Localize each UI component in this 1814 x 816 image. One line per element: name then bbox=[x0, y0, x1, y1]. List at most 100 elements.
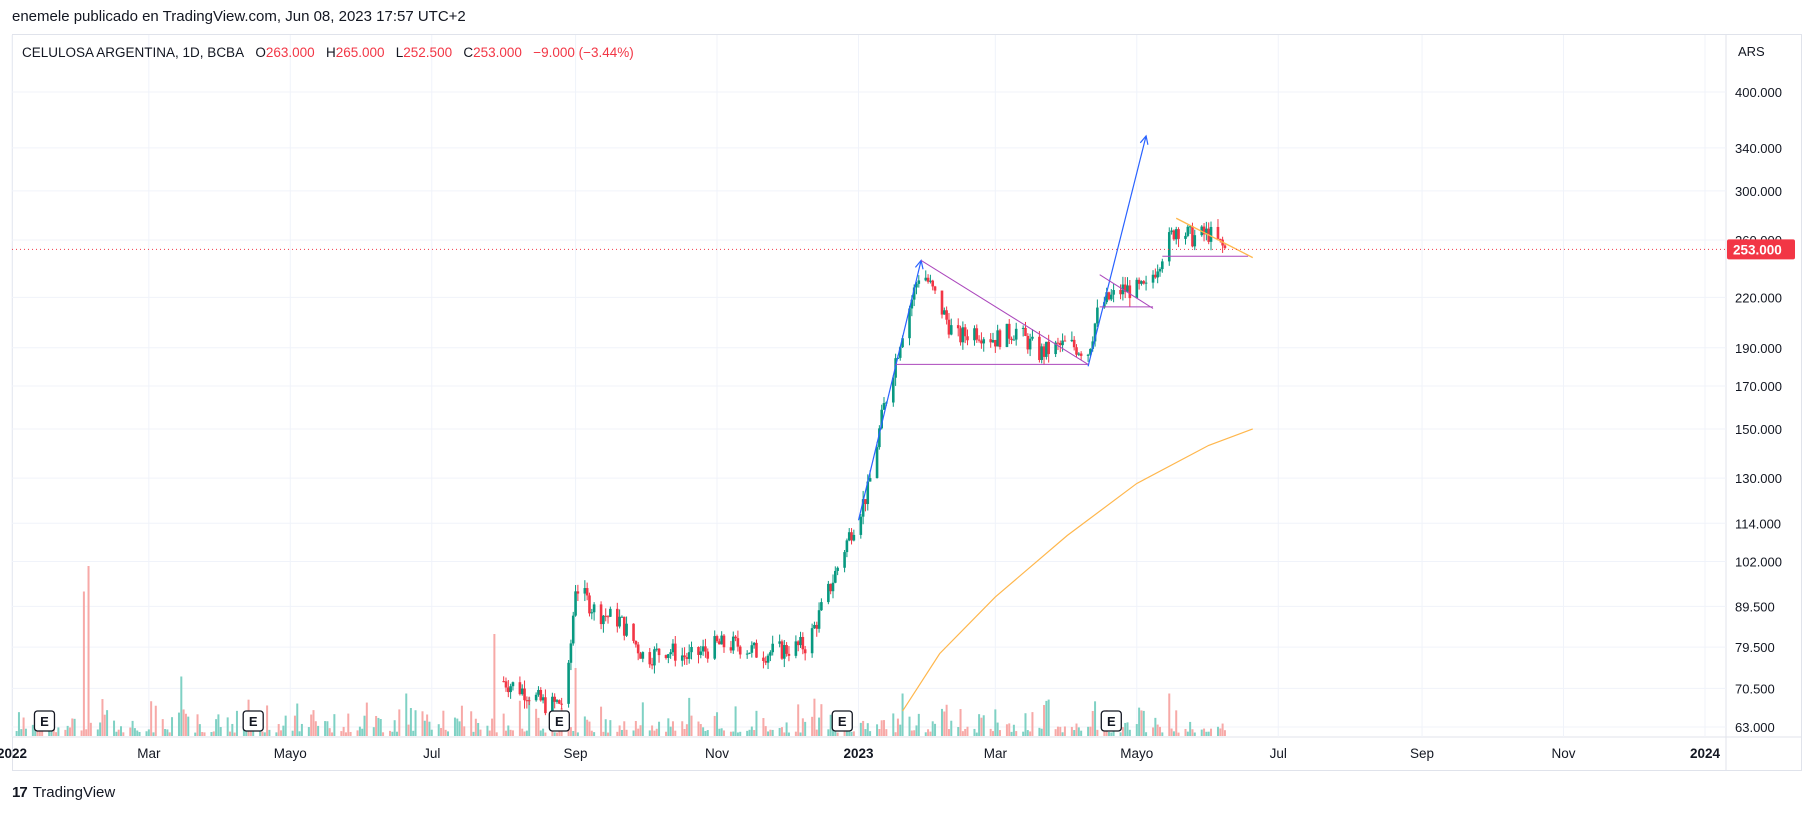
volume-bar bbox=[296, 703, 299, 736]
candle-body bbox=[599, 604, 603, 625]
x-tick-label: Sep bbox=[1410, 746, 1434, 761]
volume-bar bbox=[767, 731, 770, 736]
candle-body bbox=[736, 638, 740, 647]
candle-body bbox=[949, 325, 953, 335]
volume-bar bbox=[17, 712, 20, 736]
volume-bar bbox=[166, 729, 169, 736]
candle-body bbox=[669, 652, 672, 655]
volume-bar bbox=[525, 730, 528, 736]
candle-body bbox=[866, 481, 870, 505]
volume-bar bbox=[883, 720, 886, 736]
earnings-marker-box bbox=[1100, 710, 1122, 732]
earnings-marker[interactable]: E bbox=[242, 710, 264, 732]
volume-bar bbox=[1096, 729, 1099, 736]
candle-body bbox=[996, 330, 999, 347]
candle-body bbox=[553, 696, 556, 702]
volume-bar bbox=[1186, 731, 1189, 736]
volume-bar bbox=[964, 728, 967, 736]
volume-bar bbox=[504, 730, 507, 736]
volume-bar bbox=[850, 731, 853, 736]
candle-body bbox=[1186, 226, 1190, 236]
volume-bar bbox=[1031, 712, 1034, 736]
y-tick-label: 400.000 bbox=[1735, 85, 1782, 100]
candle-body bbox=[657, 648, 661, 656]
candle-body bbox=[994, 340, 997, 347]
volume-bar bbox=[1024, 713, 1027, 736]
volume-bar bbox=[389, 730, 392, 736]
earnings-marker[interactable]: E bbox=[33, 710, 56, 732]
y-tick-label: 63.000 bbox=[1735, 720, 1775, 735]
volume-bar bbox=[799, 732, 802, 736]
earnings-marker[interactable]: E bbox=[831, 710, 853, 732]
volume-bar bbox=[518, 700, 521, 736]
candle-body bbox=[1042, 346, 1046, 357]
candle-body bbox=[910, 299, 914, 309]
volume-bar bbox=[623, 721, 626, 736]
volume-bar bbox=[488, 730, 491, 736]
volume-bar bbox=[818, 717, 821, 736]
volume-bar bbox=[576, 732, 579, 736]
volume-bar bbox=[1175, 710, 1178, 736]
volume-bar bbox=[491, 718, 494, 736]
candle-body bbox=[713, 636, 717, 659]
candle-body bbox=[585, 588, 589, 596]
volume-bar bbox=[150, 701, 153, 736]
candle-body bbox=[1012, 339, 1016, 341]
volume-bar bbox=[101, 699, 104, 736]
volume-bar bbox=[553, 732, 556, 736]
candle-body bbox=[1093, 323, 1097, 342]
volume-bar bbox=[344, 732, 347, 736]
earnings-marker[interactable]: E bbox=[1100, 710, 1122, 732]
volume-bar bbox=[99, 722, 102, 736]
candle-body bbox=[634, 640, 638, 645]
volume-bar bbox=[412, 730, 415, 736]
volume-bar bbox=[1061, 732, 1064, 736]
volume-bar bbox=[55, 732, 58, 736]
volume-bar bbox=[103, 714, 106, 736]
volume-bar bbox=[616, 731, 619, 736]
volume-bar bbox=[1124, 722, 1127, 736]
tradingview-logo[interactable]: 17 TradingView bbox=[12, 784, 115, 801]
candle-body bbox=[1028, 338, 1032, 350]
candle-body bbox=[574, 591, 577, 616]
candle-body bbox=[880, 409, 883, 429]
volume-bar bbox=[15, 731, 18, 736]
volume-bar bbox=[658, 721, 661, 736]
volume-bar bbox=[996, 722, 999, 736]
candle-body bbox=[755, 642, 758, 658]
volume-bar bbox=[959, 709, 962, 736]
volume-bar bbox=[618, 725, 621, 736]
volume-bar bbox=[1077, 727, 1080, 736]
volume-bar bbox=[261, 731, 264, 736]
candle-body bbox=[541, 697, 545, 701]
candle-body bbox=[1024, 327, 1027, 336]
volume-bar bbox=[688, 697, 691, 736]
volume-bar bbox=[927, 729, 930, 736]
volume-bar bbox=[212, 731, 215, 736]
volume-bar bbox=[1080, 730, 1083, 736]
candle-body bbox=[706, 651, 710, 659]
volume-bar bbox=[96, 729, 99, 736]
candle-body bbox=[1005, 323, 1009, 347]
candle-body bbox=[815, 624, 819, 629]
volume-bar bbox=[1087, 726, 1090, 736]
candle-body bbox=[782, 645, 786, 659]
volume-bar bbox=[880, 720, 883, 736]
volume-bar bbox=[154, 705, 157, 736]
volume-bar bbox=[973, 728, 976, 736]
volume-bar bbox=[493, 634, 496, 736]
earnings-marker-label: E bbox=[40, 714, 49, 729]
earnings-marker[interactable]: E bbox=[548, 710, 570, 732]
projection-arrow-1 bbox=[857, 260, 922, 521]
projection-arrow-2 bbox=[1087, 135, 1147, 367]
candle-body bbox=[810, 628, 814, 654]
volume-bar bbox=[1128, 729, 1131, 736]
volume-bar bbox=[1112, 730, 1115, 736]
volume-bar bbox=[998, 730, 1001, 736]
volume-bar bbox=[1103, 731, 1106, 736]
volume-bar bbox=[1210, 728, 1213, 736]
volume-bar bbox=[1168, 693, 1171, 736]
volume-bar bbox=[1207, 731, 1210, 736]
candle-body bbox=[576, 591, 580, 594]
